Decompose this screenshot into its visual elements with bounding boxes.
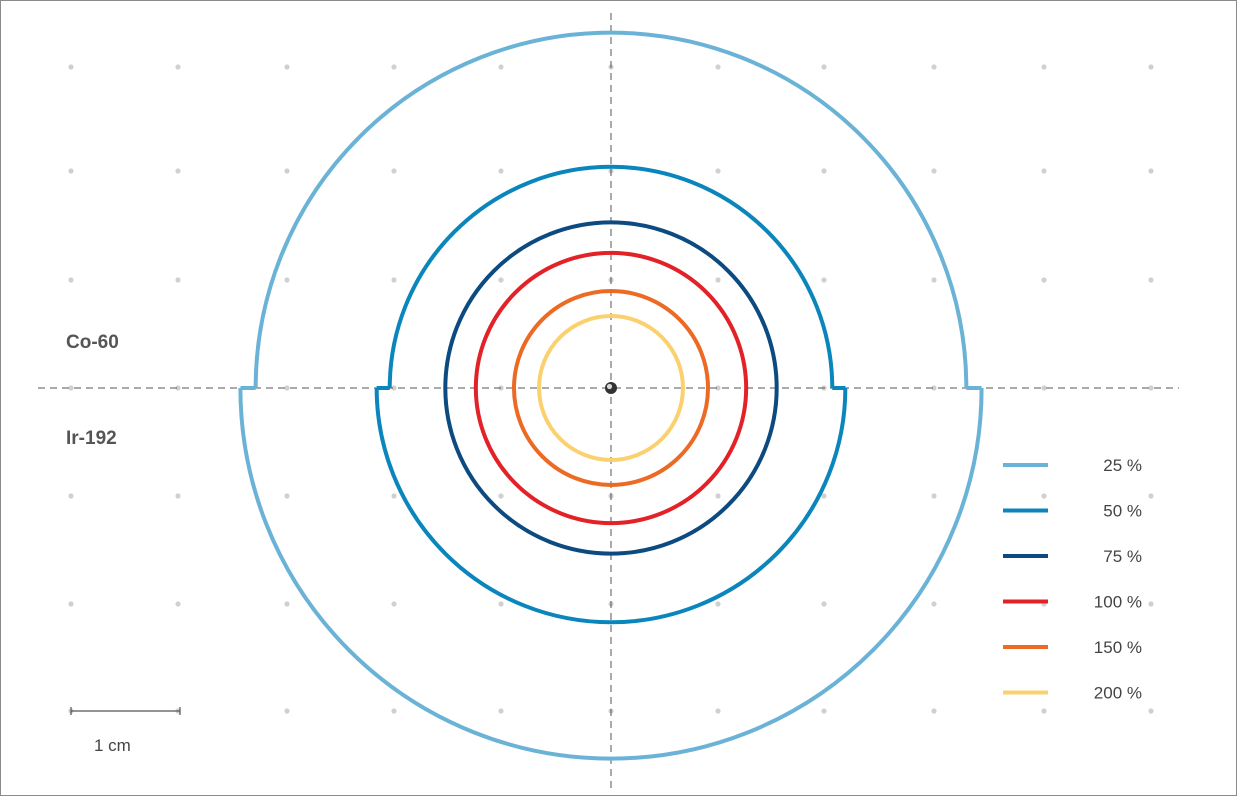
grid-dot [931, 385, 937, 391]
grid-dot [391, 708, 397, 714]
grid-dot [715, 277, 721, 283]
source-marker [605, 382, 617, 394]
grid-dot [1041, 168, 1047, 174]
grid-dot [821, 601, 827, 607]
grid-dot [498, 708, 504, 714]
grid-dot [175, 493, 181, 499]
grid-dot [715, 708, 721, 714]
grid-dot [1148, 277, 1154, 283]
grid-dot [391, 277, 397, 283]
legend: 25 % 50 % 75 % 100 % 150 % 200 % [1003, 456, 1142, 703]
legend-label: 200 % [1094, 684, 1142, 703]
ir192-isodose-75 [443, 387, 779, 556]
grid-dot [175, 277, 181, 283]
source-marker-highlight [606, 383, 613, 390]
legend-label: 25 % [1103, 456, 1142, 475]
co60-isodose-50 [387, 164, 835, 389]
legend-label: 150 % [1094, 638, 1142, 657]
grid-dot [498, 601, 504, 607]
grid-dot [175, 168, 181, 174]
grid-dot [1041, 277, 1047, 283]
co60-isodose-200 [537, 314, 685, 389]
grid-dot [715, 385, 721, 391]
grid-dot [284, 601, 290, 607]
legend-label: 50 % [1103, 502, 1142, 521]
co60-isodose-25 [253, 30, 969, 389]
grid-dot [1148, 168, 1154, 174]
grid-dot [391, 493, 397, 499]
grid-dot [391, 168, 397, 174]
grid-dot [498, 168, 504, 174]
grid-dot [68, 385, 74, 391]
grid-dot [175, 601, 181, 607]
grid-dot [68, 277, 74, 283]
co60-isodose-150 [511, 288, 711, 389]
legend-label: 75 % [1103, 547, 1142, 566]
grid-dot [284, 168, 290, 174]
grid-dot [284, 385, 290, 391]
co60-isodose-100 [473, 250, 749, 389]
grid-dot [68, 493, 74, 499]
grid-dot [1148, 385, 1154, 391]
scale-bar-label: 1 cm [94, 736, 131, 755]
grid-dot [931, 708, 937, 714]
grid-dot [175, 64, 181, 70]
grid-dot [284, 277, 290, 283]
dot-grid [68, 64, 1154, 714]
axis-lines [38, 13, 1179, 791]
grid-dot [284, 708, 290, 714]
grid-dot [498, 64, 504, 70]
ir192-isodose-100 [473, 387, 749, 526]
grid-dot [821, 277, 827, 283]
grid-dot [715, 64, 721, 70]
grid-dot [68, 168, 74, 174]
grid-dot [1148, 601, 1154, 607]
grid-dot [931, 277, 937, 283]
grid-dot [1041, 493, 1047, 499]
grid-dot [821, 493, 827, 499]
grid-dot [1148, 708, 1154, 714]
grid-dot [391, 64, 397, 70]
grid-dot [498, 493, 504, 499]
grid-dot [68, 64, 74, 70]
scale-bar: 1 cm [70, 707, 181, 755]
ir192-isodose-50 [374, 387, 848, 625]
grid-dot [715, 601, 721, 607]
grid-dot [498, 277, 504, 283]
grid-dot [68, 601, 74, 607]
grid-dot [821, 168, 827, 174]
grid-dot [931, 601, 937, 607]
grid-dot [1148, 493, 1154, 499]
legend-label: 100 % [1094, 593, 1142, 612]
grid-dot [391, 385, 397, 391]
ir192-isodose-200 [537, 387, 685, 462]
ir192-isodose-25 [238, 387, 984, 761]
grid-dot [715, 168, 721, 174]
grid-dot [1148, 64, 1154, 70]
grid-dot [1041, 708, 1047, 714]
grid-dot [715, 493, 721, 499]
isodose-contours [238, 30, 984, 761]
grid-dot [931, 64, 937, 70]
grid-dot [391, 601, 397, 607]
grid-dot [1041, 385, 1047, 391]
label-co60: Co-60 [66, 332, 119, 353]
grid-dot [821, 708, 827, 714]
grid-dot [284, 64, 290, 70]
ir192-isodose-150 [511, 387, 711, 488]
grid-dot [821, 64, 827, 70]
grid-dot [1041, 64, 1047, 70]
grid-dot [931, 493, 937, 499]
co60-isodose-75 [443, 220, 779, 389]
label-ir192: Ir-192 [66, 428, 117, 449]
grid-dot [175, 385, 181, 391]
grid-dot [931, 168, 937, 174]
grid-dot [284, 493, 290, 499]
